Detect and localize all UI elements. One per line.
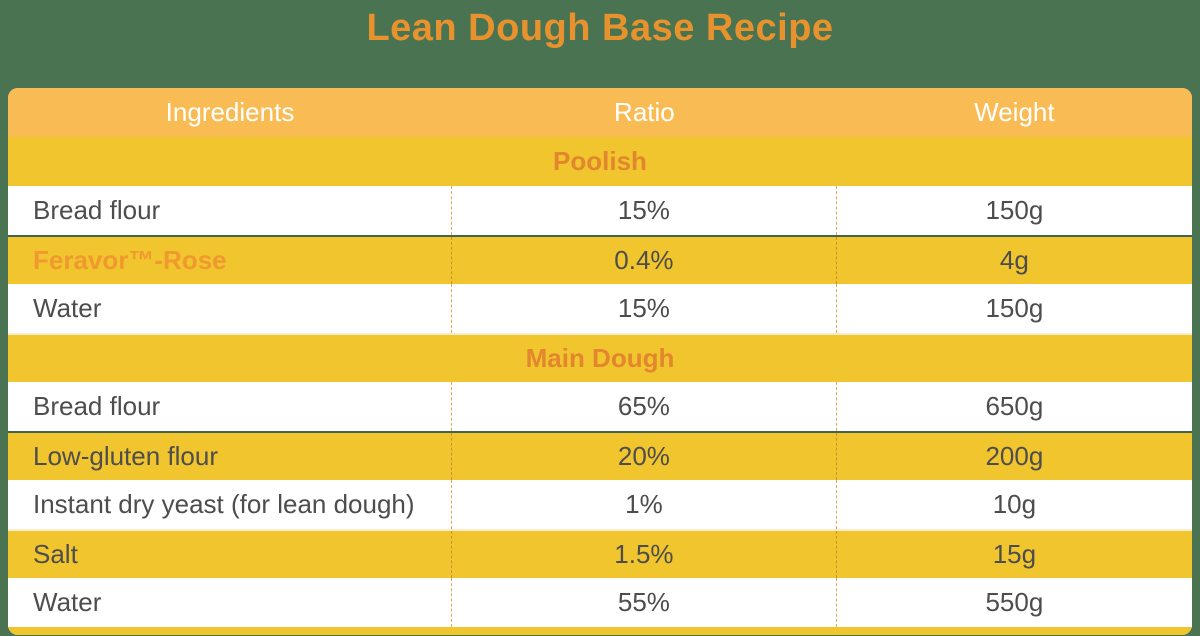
table-row: Water 15% 150g	[8, 284, 1192, 333]
weight-cell: 550g	[985, 587, 1044, 617]
header-cell-ingredients: Ingredients	[165, 97, 295, 127]
weight-cell: 150g	[985, 195, 1044, 225]
section-label: Main Dough	[525, 343, 675, 373]
table-row: Salt 1.5% 15g	[8, 529, 1192, 578]
ingredient-cell: Water	[8, 578, 452, 627]
ingredient-cell: Bread flour	[8, 186, 452, 235]
section-label: Poolish	[553, 146, 647, 176]
ingredient-cell: Bread flour	[8, 382, 452, 431]
ratio-cell: 15%	[452, 186, 837, 235]
table-header-row: Ingredients Ratio Weight	[8, 88, 1192, 137]
recipe-table: Ingredients Ratio Weight Poolish Bread f…	[8, 88, 1192, 635]
header-cell-ratio: Ratio	[614, 97, 675, 127]
table-row: Bread flour 65% 650g	[8, 382, 1192, 431]
ingredient-cell: Low-gluten flour	[8, 433, 452, 480]
section-row-main-dough: Main Dough	[8, 333, 1192, 382]
ratio-cell: 1%	[452, 480, 837, 529]
table-row: Bread flour 15% 150g	[8, 186, 1192, 235]
table-bottom-cap	[8, 627, 1192, 635]
table-row: Low-gluten flour 20% 200g	[8, 431, 1192, 480]
weight-cell: 10g	[992, 489, 1037, 519]
ratio-cell: 55%	[452, 578, 837, 627]
weight-cell: 15g	[992, 539, 1037, 569]
table-row: Feravor™-Rose 0.4% 4g	[8, 235, 1192, 284]
weight-cell: 4g	[999, 245, 1029, 275]
ratio-cell: 15%	[452, 284, 837, 333]
ratio-cell: 1.5%	[452, 531, 837, 578]
ingredient-cell: Instant dry yeast (for lean dough)	[8, 480, 452, 529]
brand-ingredient-cell: Feravor™-Rose	[8, 237, 452, 284]
ingredient-cell: Salt	[8, 531, 452, 578]
ingredient-cell: Water	[8, 284, 452, 333]
page-title: Lean Dough Base Recipe	[366, 7, 834, 49]
ratio-cell: 0.4%	[452, 237, 837, 284]
weight-cell: 150g	[985, 293, 1044, 323]
section-row-poolish: Poolish	[8, 137, 1192, 186]
weight-cell: 200g	[985, 441, 1044, 471]
weight-cell: 650g	[985, 391, 1044, 421]
header-cell-weight: Weight	[974, 97, 1055, 127]
table-row: Instant dry yeast (for lean dough) 1% 10…	[8, 480, 1192, 529]
table-row: Water 55% 550g	[8, 578, 1192, 627]
ratio-cell: 65%	[452, 382, 837, 431]
ratio-cell: 20%	[452, 433, 837, 480]
